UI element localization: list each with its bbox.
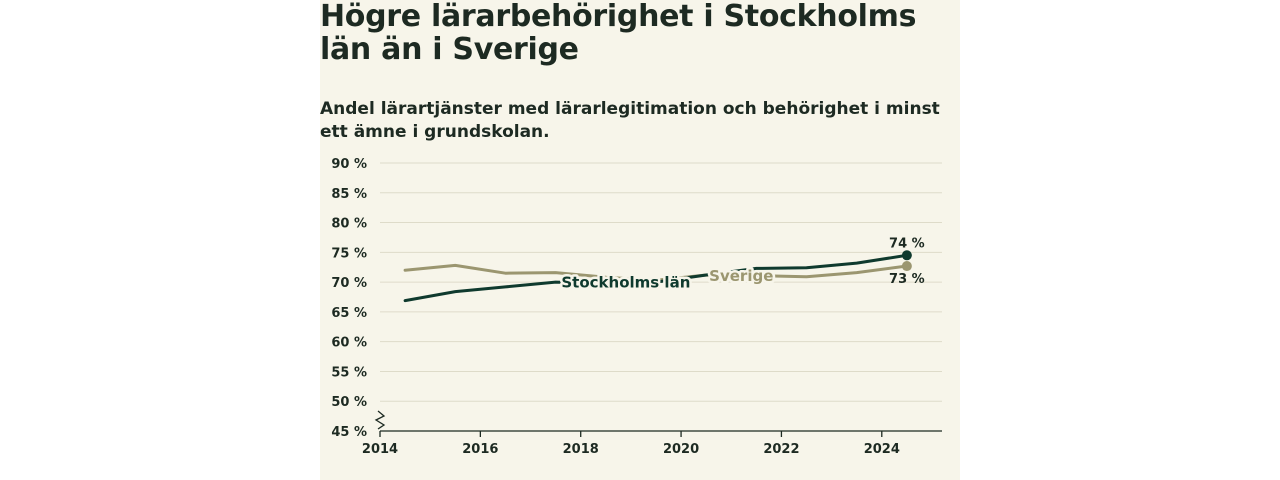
axis-break-icon <box>374 410 386 430</box>
series-labels: Stockholms län Sverige 74 % 73 % <box>559 236 925 294</box>
end-label-sverige: 73 % <box>889 272 925 287</box>
series-end-point <box>901 250 912 261</box>
x-tick-label: 2022 <box>763 442 799 457</box>
series-line-sverige <box>403 263 909 282</box>
series-label-stockholms-lan: Stockholms län <box>561 274 690 292</box>
x-axis: 2014 2016 2018 2020 2022 2024 <box>362 430 942 457</box>
series-line-stockholms-ln <box>403 253 909 303</box>
y-tick-label: 55 % <box>331 365 367 380</box>
y-tick-label: 80 % <box>331 217 367 232</box>
y-tick-label: 50 % <box>331 395 367 410</box>
y-tick-label: 85 % <box>331 187 367 202</box>
series-end-point <box>901 261 912 272</box>
y-tick-label: 60 % <box>331 336 367 351</box>
x-tick-label: 2018 <box>563 442 599 457</box>
x-tick-label: 2020 <box>663 442 699 457</box>
grid-lines <box>380 162 942 402</box>
y-tick-label: 70 % <box>331 276 367 291</box>
y-axis: 45 % 50 % 55 % 60 % 65 % 70 % 75 % 80 % 85 % 90 % <box>331 157 386 440</box>
x-tick-label: 2024 <box>864 442 900 457</box>
chart-panel <box>320 0 960 480</box>
y-tick-label: 90 % <box>331 157 367 172</box>
end-label-stockholms-lan: 74 % <box>889 236 925 251</box>
chart-subtitle: Andel lärartjänster med lärarlegitimatio… <box>320 99 940 142</box>
y-tick-label: 45 % <box>331 425 367 440</box>
y-tick-label: 75 % <box>331 246 367 261</box>
series-label-sverige: Sverige <box>709 267 773 285</box>
chart-title: Högre lärarbehörighet i Stockholms län ä… <box>320 0 917 67</box>
series-lines <box>403 250 912 303</box>
y-tick-label: 65 % <box>331 306 367 321</box>
x-tick-label: 2014 <box>362 442 398 457</box>
x-tick-label: 2016 <box>462 442 498 457</box>
